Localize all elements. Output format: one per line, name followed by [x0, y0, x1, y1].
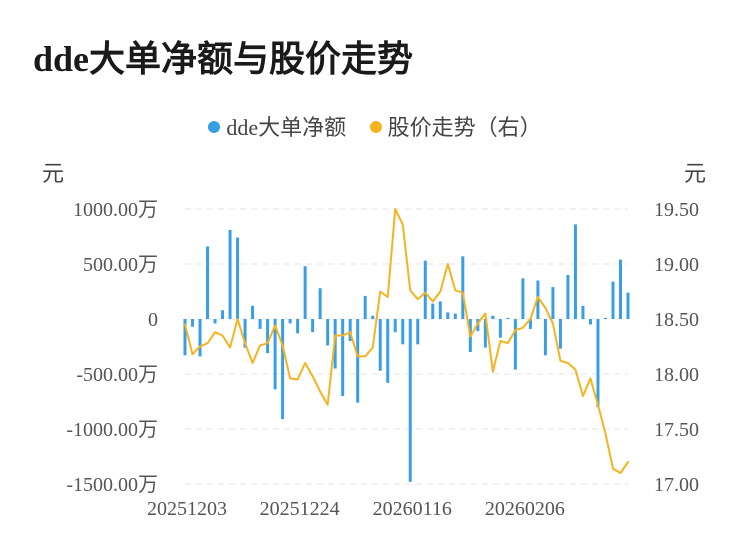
dde-bar-50 [558, 319, 562, 349]
dde-bar-32 [423, 260, 427, 319]
dde-bar-53 [581, 305, 585, 319]
price-line [184, 208, 629, 474]
legend-dot-dde-icon [208, 121, 221, 133]
legend-dot-price-icon [369, 121, 382, 133]
left-tick-label-2: 0 [148, 309, 158, 331]
right-tick-label-3: 18.00 [654, 364, 699, 386]
left-axis-unit: 元 [42, 161, 65, 186]
dde-bar-21 [341, 319, 345, 396]
right-tick-label-0: 19.50 [654, 199, 699, 221]
dde-bar-46 [528, 319, 532, 329]
dde-bar-14 [288, 319, 292, 324]
dde-bar-34 [438, 301, 442, 319]
right-tick-label-4: 17.50 [654, 419, 699, 441]
legend-item-dde[interactable]: dde大单净额 [208, 110, 346, 142]
right-axis-unit: 元 [684, 161, 707, 186]
left-tick-label-4: -1000.00万 [66, 419, 158, 441]
legend-label-price: 股价走势（右） [387, 115, 542, 140]
dde-bar-26 [378, 319, 382, 371]
right-tick-label-5: 17.00 [654, 474, 699, 496]
dde-bar-13 [281, 319, 285, 420]
dde-bar-22 [348, 319, 352, 341]
right-tick-label-2: 18.50 [654, 309, 699, 331]
dde-bar-28 [393, 319, 397, 333]
dde-bar-40 [483, 319, 487, 348]
dde-bar-37 [461, 256, 465, 319]
dde-bar-43 [506, 317, 510, 319]
dde-bar-30 [408, 319, 412, 482]
dde-bar-48 [543, 319, 547, 356]
dde-bar-12 [273, 319, 277, 390]
chart-title: dde大单净额与股价走势 [33, 39, 414, 79]
dde-bar-59 [626, 292, 630, 319]
dde-bar-16 [303, 266, 307, 319]
legend-label-dde: dde大单净额 [226, 115, 347, 140]
dde-bar-5 [221, 310, 225, 319]
legend-item-price[interactable]: 股价走势（右） [369, 110, 542, 142]
left-tick-label-1: 500.00万 [83, 254, 158, 276]
dde-bar-6 [228, 229, 232, 319]
left-tick-label-5: -1500.00万 [66, 474, 158, 496]
dde-bar-57 [611, 281, 615, 319]
dde-bar-41 [491, 315, 495, 319]
dde-bar-49 [551, 287, 555, 319]
dde-bar-56 [603, 317, 607, 319]
dde-bar-2 [198, 319, 202, 357]
dde-bar-17 [311, 319, 315, 333]
dde-bar-29 [401, 319, 405, 345]
dde-bar-8 [243, 319, 247, 348]
left-tick-label-0: 1000.00万 [73, 199, 158, 221]
dde-bar-42 [498, 319, 502, 338]
dde-bar-25 [371, 315, 375, 319]
left-tick-label-3: -500.00万 [76, 364, 158, 386]
dde-bar-10 [258, 319, 262, 329]
dde-bar-54 [588, 319, 592, 325]
dde-bar-4 [213, 319, 217, 324]
dde-bar-0 [183, 319, 187, 356]
dde-bar-55 [596, 319, 600, 407]
x-tick-label-3: 20260206 [485, 498, 565, 520]
dde-bar-15 [296, 319, 300, 334]
dde-bar-24 [363, 295, 367, 319]
dde-bar-52 [573, 224, 577, 319]
dde-bar-58 [618, 259, 622, 319]
dde-bar-23 [356, 319, 360, 403]
dde-bar-33 [431, 303, 435, 319]
dde-bar-51 [566, 275, 570, 319]
dde-bar-11 [266, 319, 270, 354]
dde-bar-36 [453, 313, 457, 319]
dde-bar-45 [521, 278, 525, 319]
dde-bar-44 [513, 319, 517, 370]
dde-bar-31 [416, 319, 420, 345]
dde-bar-9 [251, 305, 255, 319]
dde-bar-35 [446, 312, 450, 319]
x-tick-label-0: 20251203 [147, 498, 227, 520]
x-tick-label-2: 20260116 [373, 498, 452, 520]
dde-bar-19 [326, 319, 330, 346]
right-tick-label-1: 19.00 [654, 254, 699, 276]
chart-legend: dde大单净额 股价走势（右） [0, 110, 750, 142]
dde-bar-3 [206, 246, 210, 319]
x-tick-label-1: 20251224 [260, 498, 340, 520]
dde-bar-18 [318, 288, 322, 319]
dde-bar-1 [191, 319, 195, 327]
dde-bar-27 [386, 319, 390, 383]
dde-bar-7 [236, 237, 240, 319]
